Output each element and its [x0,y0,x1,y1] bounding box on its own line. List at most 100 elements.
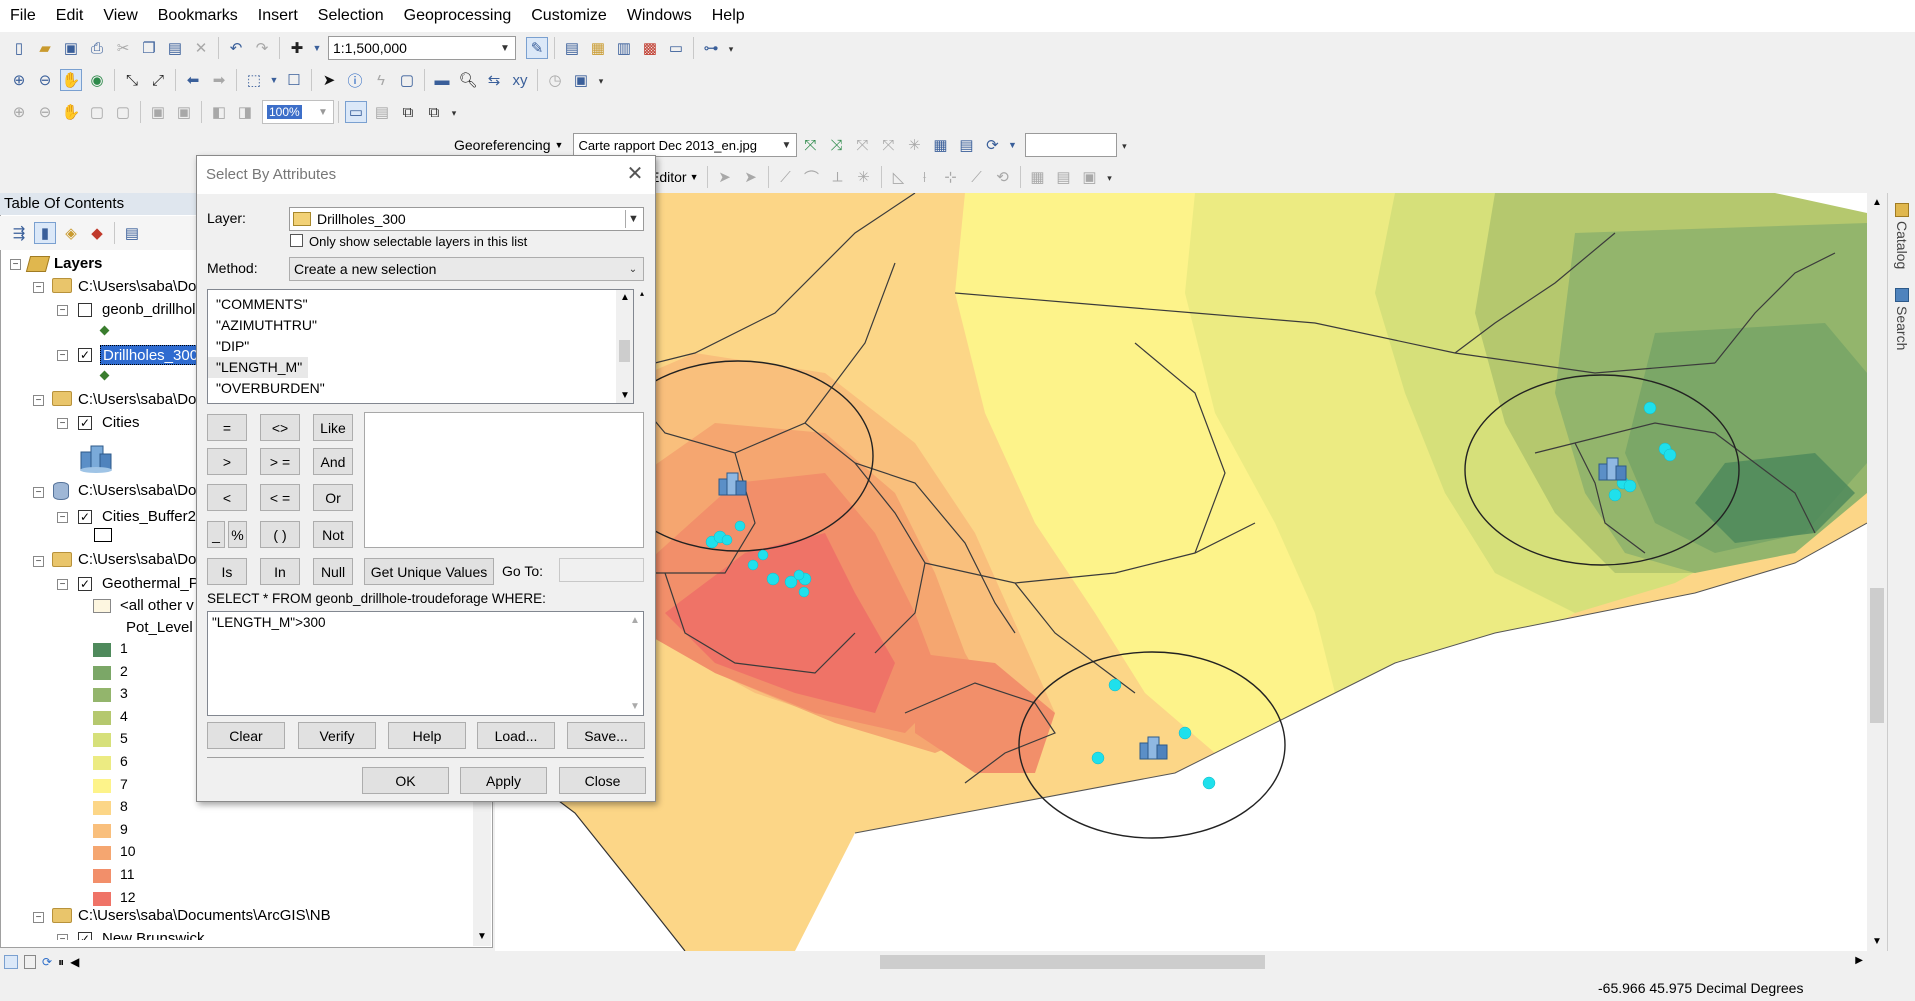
editor-menu[interactable]: Editor ▼ [646,169,703,185]
hyperlink-icon[interactable]: ϟ [377,71,385,89]
apply-button[interactable]: Apply [460,767,547,794]
collapse-toggle[interactable]: − [33,487,44,498]
operator-not-equals-button[interactable]: <> [260,414,300,441]
html-popup-icon[interactable]: ▢ [399,72,415,89]
layout-zoom-combo[interactable]: 100% ▼ [262,100,334,124]
scroll-thumb[interactable] [1870,588,1884,723]
toc-layers-root[interactable]: Layers [54,255,103,272]
zoom-out-page-icon[interactable]: ⊖ [38,104,52,121]
zoom-whole-page-icon[interactable]: ▢ [89,104,105,121]
toc-group-path[interactable]: C:\Users\saba\Documents\ArcGIS\NB [78,907,331,924]
zoom-out-icon[interactable]: ⊖ [38,72,52,89]
scroll-thumb[interactable] [619,340,630,362]
select-elements-icon[interactable]: ➤ [322,72,336,89]
go-to-input[interactable] [559,558,644,582]
layer-visibility-checkbox[interactable] [78,303,92,317]
map-horizontal-scrollbar[interactable]: ◀ ▶ [97,951,1867,973]
verify-button[interactable]: Verify [298,722,376,749]
toc-layer-geothermal[interactable]: Geothermal_P [102,575,199,592]
straight-segment-icon[interactable]: ⟋ [780,168,791,186]
options-icon[interactable]: ▤ [124,225,140,242]
layout-view-icon[interactable] [24,955,36,969]
add-data-icon[interactable]: ✚ [290,40,304,57]
measure-icon[interactable]: ▬ [434,71,450,89]
view-link-table-icon[interactable]: ▦ [933,137,948,154]
expression-scrollbar[interactable]: ▲ ▼ [626,612,643,715]
search-tab[interactable]: Search [1890,288,1914,350]
layer-select[interactable]: Drillholes_300 ▼ [289,207,644,231]
collapse-toggle[interactable]: − [57,418,68,429]
fixed-zoom-out-page-icon[interactable]: ▣ [176,104,192,121]
operator-null-button[interactable]: Null [313,558,353,585]
change-layout-icon[interactable]: ⧉ [402,103,414,121]
back-icon[interactable]: ⬅ [186,72,200,89]
field-item[interactable]: "DIP" [216,338,250,354]
create-features-icon[interactable]: ▣ [1082,169,1097,186]
clear-button[interactable]: Clear [207,722,285,749]
chevron-down-icon[interactable]: ▼ [477,931,487,942]
cut-polygons-icon[interactable]: ⊹ [944,169,957,186]
refresh-icon[interactable]: ⟳ [42,955,53,969]
map-vertical-scrollbar[interactable]: ▲ ▼ [1867,193,1887,951]
chevron-down-icon[interactable]: ▼ [1007,140,1017,150]
map-scale-combo[interactable]: 1:1,500,000 ▼ [328,36,516,60]
pause-drawing-icon[interactable]: ⏸ [58,954,65,969]
new-document-icon[interactable]: ▯ [14,40,24,57]
pan-page-icon[interactable]: ✋ [61,104,81,121]
field-item[interactable]: "OVERBURDEN" [216,380,325,396]
resize-handle-icon[interactable]: ▴ [640,289,645,298]
method-select[interactable]: Create a new selection ⌄ [289,257,644,281]
operator-in-button[interactable]: In [260,558,300,585]
close-button[interactable]: Close [559,767,646,794]
add-control-points-icon[interactable]: ⤧ [804,136,817,154]
forward-icon[interactable]: ➡ [212,72,226,89]
field-item[interactable]: "LENGTH_M" [208,357,308,378]
select-link-icon[interactable]: ⤧ [856,136,869,154]
search-window-icon[interactable]: ▥ [616,40,632,57]
zoom-100-icon[interactable]: ▢ [115,104,131,121]
list-by-source-icon[interactable]: ▮ [34,222,56,244]
layer-visibility-checkbox[interactable]: ✓ [78,416,92,430]
chevron-up-icon[interactable]: ▲ [630,615,640,626]
collapse-toggle[interactable]: − [33,282,44,293]
table-of-contents-icon[interactable]: ▤ [564,40,580,57]
chevron-right-icon[interactable]: ▶ [1855,955,1863,966]
find-icon[interactable]: 🔍︎ [458,72,478,89]
split-icon[interactable]: ⟋ [971,168,982,186]
zoom-in-page-icon[interactable]: ⊕ [12,104,26,121]
collapse-toggle[interactable]: − [33,912,44,923]
toc-layer-geonb[interactable]: geonb_drillhol [102,301,196,318]
catalog-tab[interactable]: Catalog [1890,203,1914,269]
toggle-draft-mode-icon[interactable]: ▭ [345,101,367,123]
layer-visibility-checkbox[interactable]: ✓ [78,577,92,591]
collapse-toggle[interactable]: − [10,259,21,270]
operator-less-equal-button[interactable]: < = [260,484,300,511]
menu-windows[interactable]: Windows [626,7,692,24]
toc-group-path[interactable]: C:\Users\saba\Do [78,278,197,295]
sketch-properties-icon[interactable]: ▤ [1056,169,1071,186]
paste-icon[interactable]: ▤ [167,40,183,57]
arctoolbox-icon[interactable]: ▩ [642,40,658,57]
operator-greater-equal-button[interactable]: > = [260,448,300,475]
toolbar-options-icon[interactable]: ▾ [1122,141,1127,151]
zoom-to-link-icon[interactable]: ⤧ [882,136,895,154]
toolbar-options-icon[interactable]: ▾ [728,44,734,54]
operator-equals-button[interactable]: = [207,414,247,441]
pan-icon[interactable]: ✋ [60,69,82,91]
select-features-icon[interactable]: ⬚ [246,72,262,89]
edit-annotation-icon[interactable]: ➤ [744,169,757,186]
toc-group-path[interactable]: C:\Users\saba\Do [78,551,197,568]
operator-not-button[interactable]: Not [313,521,353,548]
rotate-angle-input[interactable] [1025,133,1118,157]
rotate-icon[interactable]: ⟳ [986,137,999,154]
trace-icon[interactable]: ⟂ [832,168,843,186]
modelbuilder-icon[interactable]: ⊶ [703,40,719,57]
chevron-left-icon[interactable]: ◀ [70,955,80,969]
fixed-zoom-out-icon[interactable]: ⤢ [151,71,164,89]
operator-less-button[interactable]: < [207,484,247,511]
toc-group-path[interactable]: C:\Users\saba\Do [78,482,197,499]
delete-link-icon[interactable]: ✳ [908,137,921,154]
collapse-toggle[interactable]: − [57,512,68,523]
chevron-up-icon[interactable]: ▲ [620,292,630,303]
previous-extent-page-icon[interactable]: ◧ [211,104,227,121]
